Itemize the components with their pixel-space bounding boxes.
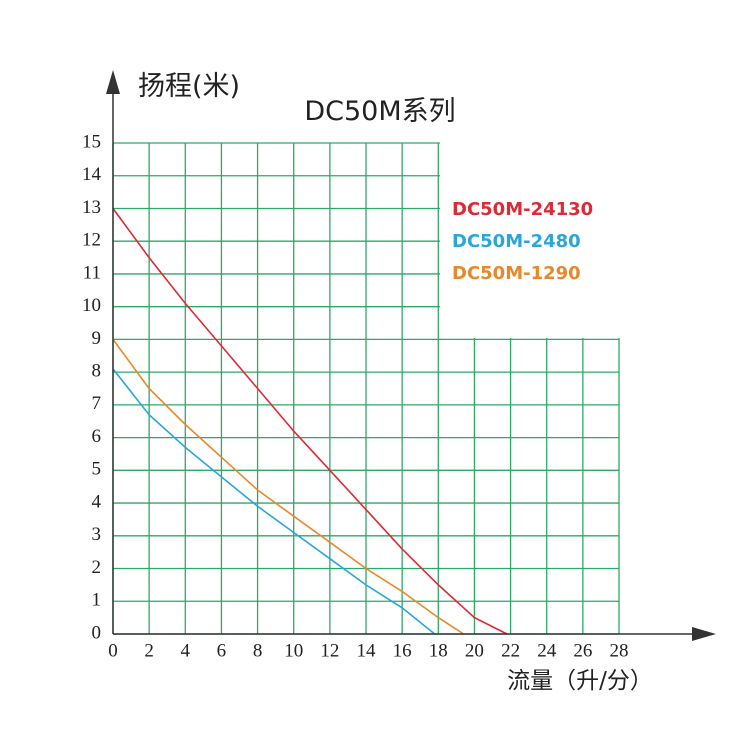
y-tick-label: 14 [82, 164, 102, 185]
series-line [112, 338, 465, 635]
x-tick-label: 8 [253, 640, 263, 661]
x-tick-label: 0 [108, 640, 118, 661]
x-tick-label: 18 [429, 640, 448, 661]
y-tick-label: 7 [92, 393, 102, 414]
y-axis-label: 扬程(米) [138, 71, 240, 102]
curves [112, 208, 508, 635]
x-tick-label: 12 [320, 640, 339, 661]
legend-entry: DC50M-1290 [452, 263, 581, 284]
y-tick-label: 0 [92, 622, 102, 643]
axes [106, 70, 716, 641]
x-tick-label: 4 [181, 640, 191, 661]
y-tick-label: 8 [92, 360, 102, 381]
x-tick-label: 2 [144, 640, 154, 661]
x-tick-label: 10 [284, 640, 303, 661]
y-tick-label: 4 [92, 491, 102, 512]
y-tick-label: 6 [92, 426, 102, 447]
x-tick-label: 16 [393, 640, 412, 661]
legend: DC50M-24130 DC50M-2480 DC50M-1290 [452, 199, 593, 284]
y-tick-label: 3 [92, 524, 102, 545]
series-line [112, 208, 508, 635]
x-axis-label: 流量（升/分） [507, 668, 653, 694]
y-tick-label: 12 [82, 230, 101, 251]
legend-entry: DC50M-24130 [452, 199, 593, 220]
legend-entry: DC50M-2480 [452, 231, 581, 252]
y-arrow [106, 70, 120, 94]
x-tick-label: 6 [217, 640, 227, 661]
x-tick-label: 24 [537, 640, 557, 661]
legend-box [440, 141, 621, 338]
x-tick-label: 14 [357, 640, 377, 661]
y-tick-label: 1 [92, 590, 102, 611]
series-line [112, 368, 436, 635]
y-tick-label: 5 [92, 459, 102, 480]
y-tick-label: 2 [92, 557, 102, 578]
y-tick-label: 13 [82, 197, 101, 218]
x-tick-label: 28 [610, 640, 629, 661]
x-tick-label: 22 [501, 640, 520, 661]
y-tick-label: 11 [83, 262, 101, 283]
y-tick-label: 9 [92, 328, 102, 349]
x-arrow [692, 627, 716, 641]
y-tick-label: 15 [82, 131, 101, 152]
x-tick-label: 26 [573, 640, 592, 661]
chart-title: DC50M系列 [304, 96, 455, 127]
y-tick-label: 10 [82, 295, 101, 316]
x-tick-label: 20 [465, 640, 484, 661]
